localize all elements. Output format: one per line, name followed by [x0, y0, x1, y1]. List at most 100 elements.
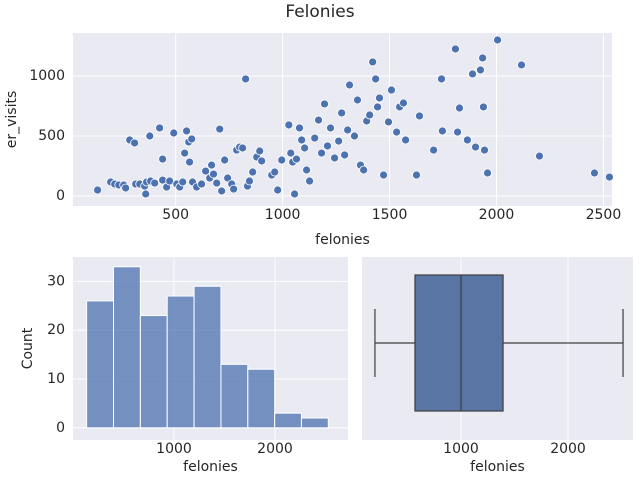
point — [197, 179, 206, 189]
bar — [300, 417, 329, 429]
point — [480, 145, 489, 155]
point — [185, 157, 194, 167]
point — [451, 44, 460, 54]
y-tick-label: 10 — [47, 371, 65, 387]
point — [375, 93, 384, 103]
y-axis-label: Count — [20, 327, 36, 369]
point — [476, 65, 485, 75]
point — [286, 148, 296, 158]
point — [471, 142, 480, 152]
bar — [112, 266, 141, 429]
point — [392, 127, 402, 137]
point — [273, 185, 283, 195]
point — [314, 115, 323, 125]
point — [379, 170, 388, 180]
point — [241, 74, 251, 84]
y-tick-label: 1000 — [29, 68, 65, 84]
y-tick-label: 20 — [47, 322, 65, 338]
point — [340, 150, 350, 160]
point — [334, 136, 344, 146]
point — [401, 135, 410, 145]
point — [320, 99, 329, 109]
point — [290, 189, 299, 199]
point — [310, 133, 320, 143]
point — [345, 80, 354, 90]
point — [517, 60, 526, 70]
point — [297, 135, 307, 145]
bar — [139, 315, 168, 429]
point — [371, 74, 381, 84]
point — [437, 126, 447, 136]
point — [229, 184, 239, 194]
y-tick-label: 500 — [38, 128, 65, 144]
point — [292, 154, 301, 164]
box — [414, 274, 504, 412]
point — [415, 111, 424, 121]
point — [255, 146, 265, 156]
point — [220, 155, 230, 165]
point — [302, 165, 311, 175]
bar — [166, 295, 195, 429]
x-tick-label: 2500 — [586, 207, 622, 223]
point — [145, 131, 155, 141]
point — [326, 123, 335, 133]
x-tick-label: 1000 — [265, 207, 301, 223]
x-axis-label: felonies — [183, 459, 238, 475]
x-tick-label: 500 — [162, 207, 189, 223]
point — [384, 117, 393, 127]
point — [453, 127, 462, 137]
x-tick-label: 2000 — [479, 207, 515, 223]
point — [455, 103, 464, 113]
x-tick-label: 1500 — [372, 207, 408, 223]
point — [429, 145, 439, 155]
x-axis-label: felonies — [470, 459, 525, 475]
point — [201, 166, 211, 176]
point — [300, 143, 310, 153]
point — [209, 169, 218, 179]
point — [130, 138, 140, 148]
point — [437, 74, 446, 84]
x-axis-label: felonies — [315, 232, 370, 248]
point — [605, 172, 614, 182]
point — [212, 178, 222, 188]
x-tick-label: 2000 — [550, 441, 586, 457]
point — [295, 123, 304, 133]
point — [217, 186, 227, 196]
point — [141, 189, 151, 199]
point — [178, 177, 188, 187]
point — [493, 35, 502, 45]
point — [245, 176, 254, 186]
point — [483, 168, 492, 178]
x-tick-label: 1000 — [443, 441, 479, 457]
bar — [220, 363, 249, 429]
point — [350, 131, 359, 141]
point — [468, 69, 477, 79]
point — [121, 183, 131, 193]
figure-title: Felonies — [285, 2, 354, 22]
bar — [247, 368, 276, 429]
point — [150, 178, 160, 188]
point — [248, 167, 258, 177]
point — [223, 173, 233, 183]
point — [337, 108, 347, 118]
y-tick-label: 0 — [56, 188, 65, 204]
y-axis-label: er_visits — [4, 91, 20, 149]
bar — [86, 300, 114, 429]
point — [215, 124, 225, 134]
point — [365, 110, 375, 120]
bar — [274, 412, 302, 429]
point — [155, 123, 165, 133]
point — [535, 151, 544, 161]
x-tick-label: 1000 — [156, 441, 192, 457]
y-tick-label: 0 — [56, 420, 65, 436]
point — [463, 135, 472, 145]
point — [323, 141, 332, 151]
point — [158, 154, 168, 164]
point — [182, 126, 191, 136]
point — [330, 153, 339, 163]
point — [478, 53, 487, 63]
point — [284, 120, 294, 130]
point — [590, 168, 599, 178]
point — [238, 143, 248, 153]
